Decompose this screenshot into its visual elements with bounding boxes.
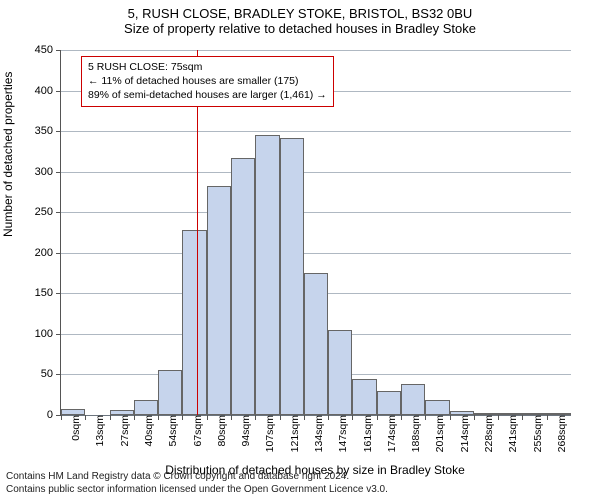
x-tick-label: 121sqm bbox=[289, 415, 301, 452]
grid-line bbox=[61, 50, 571, 51]
y-tick-label: 350 bbox=[13, 125, 53, 137]
x-tick-mark bbox=[474, 415, 475, 420]
bar bbox=[328, 330, 352, 415]
y-tick-mark bbox=[56, 50, 61, 51]
bar bbox=[255, 135, 279, 415]
bar bbox=[352, 379, 376, 416]
grid-line bbox=[61, 212, 571, 213]
bar bbox=[134, 400, 158, 415]
x-tick-mark bbox=[498, 415, 499, 420]
x-tick-mark bbox=[547, 415, 548, 420]
y-tick-mark bbox=[56, 91, 61, 92]
x-tick-label: 255sqm bbox=[532, 415, 544, 452]
title-sub: Size of property relative to detached ho… bbox=[0, 21, 600, 36]
y-tick-mark bbox=[56, 212, 61, 213]
x-tick-mark bbox=[61, 415, 62, 420]
grid-line bbox=[61, 253, 571, 254]
chart-plot-area: 5 RUSH CLOSE: 75sqm ← 11% of detached ho… bbox=[60, 50, 571, 416]
bar bbox=[377, 391, 401, 415]
y-tick-label: 300 bbox=[13, 166, 53, 178]
footer-line2: Contains public sector information licen… bbox=[6, 483, 388, 496]
y-tick-label: 250 bbox=[13, 206, 53, 218]
y-tick-label: 0 bbox=[13, 409, 53, 421]
x-tick-mark bbox=[450, 415, 451, 420]
x-tick-label: 13sqm bbox=[94, 415, 106, 447]
x-tick-mark bbox=[280, 415, 281, 420]
x-tick-mark bbox=[255, 415, 256, 420]
bar bbox=[425, 400, 449, 415]
x-tick-label: 134sqm bbox=[313, 415, 325, 452]
title-main: 5, RUSH CLOSE, BRADLEY STOKE, BRISTOL, B… bbox=[0, 6, 600, 21]
y-tick-mark bbox=[56, 172, 61, 173]
x-tick-mark bbox=[134, 415, 135, 420]
x-tick-mark bbox=[401, 415, 402, 420]
y-tick-label: 450 bbox=[13, 44, 53, 56]
y-tick-mark bbox=[56, 131, 61, 132]
x-tick-label: 54sqm bbox=[167, 415, 179, 447]
y-tick-label: 100 bbox=[13, 328, 53, 340]
x-tick-label: 241sqm bbox=[507, 415, 519, 452]
bar bbox=[182, 230, 206, 415]
info-box-line1: 5 RUSH CLOSE: 75sqm bbox=[88, 60, 327, 74]
x-tick-label: 174sqm bbox=[386, 415, 398, 452]
x-tick-mark bbox=[522, 415, 523, 420]
x-tick-label: 94sqm bbox=[240, 415, 252, 447]
y-tick-label: 150 bbox=[13, 287, 53, 299]
footer-line1: Contains HM Land Registry data © Crown c… bbox=[6, 470, 388, 483]
x-tick-mark bbox=[328, 415, 329, 420]
x-tick-mark bbox=[110, 415, 111, 420]
x-tick-label: 201sqm bbox=[434, 415, 446, 452]
bar bbox=[207, 186, 231, 415]
x-tick-label: 67sqm bbox=[192, 415, 204, 447]
x-tick-label: 27sqm bbox=[119, 415, 131, 447]
y-tick-label: 400 bbox=[13, 85, 53, 97]
x-tick-mark bbox=[158, 415, 159, 420]
x-tick-mark bbox=[377, 415, 378, 420]
info-box-line3: 89% of semi-detached houses are larger (… bbox=[88, 88, 327, 102]
bar bbox=[158, 370, 182, 415]
bar bbox=[304, 273, 328, 415]
bar bbox=[280, 138, 304, 415]
y-tick-mark bbox=[56, 293, 61, 294]
x-tick-label: 188sqm bbox=[410, 415, 422, 452]
x-tick-mark bbox=[304, 415, 305, 420]
reference-info-box: 5 RUSH CLOSE: 75sqm ← 11% of detached ho… bbox=[81, 56, 334, 107]
x-tick-label: 214sqm bbox=[459, 415, 471, 452]
y-tick-mark bbox=[56, 374, 61, 375]
x-tick-label: 228sqm bbox=[483, 415, 495, 452]
x-tick-label: 40sqm bbox=[143, 415, 155, 447]
x-tick-label: 268sqm bbox=[556, 415, 568, 452]
y-tick-mark bbox=[56, 334, 61, 335]
x-tick-mark bbox=[85, 415, 86, 420]
grid-line bbox=[61, 131, 571, 132]
x-tick-mark bbox=[425, 415, 426, 420]
bar bbox=[231, 158, 255, 415]
x-tick-label: 147sqm bbox=[337, 415, 349, 452]
x-tick-label: 80sqm bbox=[216, 415, 228, 447]
x-tick-mark bbox=[231, 415, 232, 420]
x-tick-label: 161sqm bbox=[362, 415, 374, 452]
footer-attribution: Contains HM Land Registry data © Crown c… bbox=[6, 470, 388, 496]
x-tick-label: 0sqm bbox=[70, 415, 82, 441]
y-tick-mark bbox=[56, 253, 61, 254]
grid-line bbox=[61, 172, 571, 173]
bar bbox=[401, 384, 425, 415]
x-tick-mark bbox=[352, 415, 353, 420]
x-tick-mark bbox=[182, 415, 183, 420]
chart-header: 5, RUSH CLOSE, BRADLEY STOKE, BRISTOL, B… bbox=[0, 0, 600, 36]
info-box-line2: ← 11% of detached houses are smaller (17… bbox=[88, 74, 327, 88]
y-tick-label: 200 bbox=[13, 247, 53, 259]
y-tick-label: 50 bbox=[13, 368, 53, 380]
x-tick-mark bbox=[207, 415, 208, 420]
x-tick-label: 107sqm bbox=[264, 415, 276, 452]
